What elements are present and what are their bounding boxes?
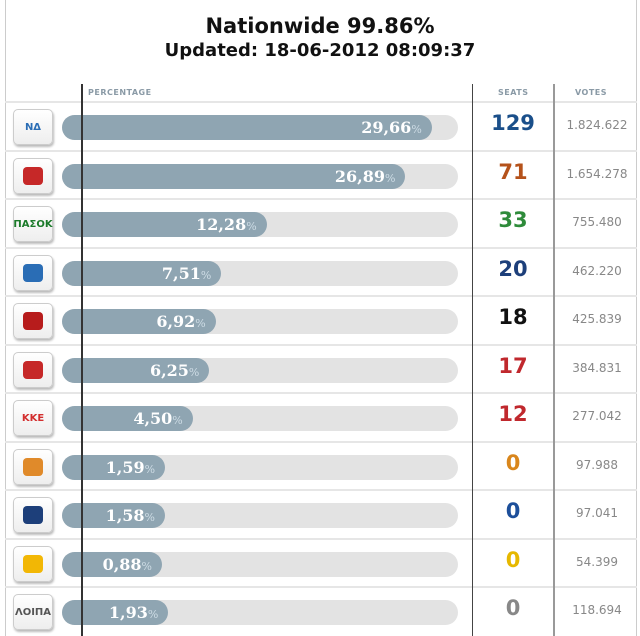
percent-sign: % bbox=[144, 511, 155, 524]
divider bbox=[472, 84, 473, 636]
percentage-bar: 6,25% bbox=[62, 357, 210, 383]
party-logo-icon bbox=[13, 157, 53, 194]
seats-value: 20 bbox=[498, 256, 528, 281]
party-row: ΛΟΙΠΑ 1,93% 0 118.694 bbox=[5, 586, 637, 636]
percentage-bar: 1,58% bbox=[62, 503, 165, 528]
updated-timestamp: Updated: 18-06-2012 08:09:37 bbox=[164, 40, 476, 61]
party-row: 26,89% 71 1.654.278 bbox=[5, 149, 637, 200]
party-row: 1,59% 0 97.988 bbox=[5, 440, 637, 491]
percentage-bar: 1,59% bbox=[62, 454, 166, 480]
bar-label: 26,89 bbox=[334, 166, 385, 186]
votes-value: 1.654.278 bbox=[566, 166, 628, 181]
percent-sign: % bbox=[246, 220, 257, 233]
party-symbol-icon bbox=[23, 263, 43, 282]
logo-text: ΚΚΕ bbox=[21, 412, 45, 424]
votes-value: 755.480 bbox=[572, 215, 622, 229]
votes-value: 384.831 bbox=[572, 360, 622, 375]
bar-label: 0,88 bbox=[102, 554, 142, 574]
seats-value: 18 bbox=[498, 305, 528, 329]
bar-label: 6,25 bbox=[149, 360, 189, 380]
party-symbol-icon bbox=[23, 166, 43, 185]
seats-value: 129 bbox=[491, 111, 535, 135]
party-row: ΝΔ 29,66% 129 1.824.622 bbox=[5, 101, 637, 151]
percentage-bar: 12,28% bbox=[62, 212, 267, 237]
votes-value: 97.988 bbox=[576, 457, 618, 472]
party-row: ΠΑΣΟΚ 12,28% 33 755.480 bbox=[5, 198, 637, 248]
frame-left bbox=[5, 0, 6, 636]
party-logo-icon: ΛΟΙΠΑ bbox=[13, 594, 53, 630]
divider bbox=[81, 84, 83, 636]
party-logo-icon: ΠΑΣΟΚ bbox=[13, 206, 53, 242]
party-row: 0,88% 0 54.399 bbox=[5, 537, 637, 588]
percentage-header: PERCENTAGE bbox=[88, 88, 152, 97]
percentage-bar: 6,92% bbox=[62, 309, 216, 334]
seats-value: 17 bbox=[498, 353, 528, 378]
party-row: 7,51% 20 462.220 bbox=[5, 246, 637, 297]
bar-label: 12,28 bbox=[196, 215, 247, 234]
logo-text: ΛΟΙΠΑ bbox=[14, 606, 52, 618]
percentage-bar: 29,66% bbox=[62, 115, 432, 140]
votes-value: 462.220 bbox=[572, 263, 622, 278]
seats-value: 0 bbox=[505, 499, 521, 523]
percent-sign: % bbox=[172, 414, 183, 427]
seats-value: 0 bbox=[505, 596, 521, 620]
bar-label: 1,58 bbox=[105, 506, 145, 525]
votes-value: 1.824.622 bbox=[566, 118, 628, 132]
percent-sign: % bbox=[147, 608, 159, 621]
bar-label: 1,93 bbox=[108, 603, 148, 622]
seats-value: 71 bbox=[498, 159, 528, 184]
seats-value: 0 bbox=[505, 547, 521, 572]
bar-label: 1,59 bbox=[105, 457, 145, 477]
party-symbol-icon bbox=[23, 506, 43, 524]
votes-value: 425.839 bbox=[572, 312, 622, 326]
party-logo-icon: ΚΚΕ bbox=[13, 400, 53, 436]
party-logo-icon bbox=[13, 497, 53, 533]
percent-sign: % bbox=[188, 365, 200, 379]
party-logo-icon: ΝΔ bbox=[13, 109, 53, 145]
party-row: 6,25% 17 384.831 bbox=[5, 343, 637, 394]
party-row: ΚΚΕ 4,50% 12 277.042 bbox=[5, 392, 637, 442]
votes-value: 54.399 bbox=[576, 554, 618, 569]
party-symbol-icon bbox=[23, 312, 43, 330]
percent-sign: % bbox=[195, 317, 206, 330]
percentage-bar: 1,93% bbox=[62, 600, 169, 625]
party-logo-icon bbox=[13, 545, 53, 582]
percentage-bar: 26,89% bbox=[62, 163, 406, 189]
percentage-bar: 4,50% bbox=[62, 406, 193, 431]
votes-header: VOTES bbox=[575, 88, 608, 97]
votes-value: 118.694 bbox=[572, 603, 622, 617]
percent-sign: % bbox=[411, 123, 422, 136]
party-row: 1,58% 0 97.041 bbox=[5, 489, 637, 539]
divider bbox=[553, 84, 555, 636]
percent-sign: % bbox=[385, 171, 396, 185]
percentage-bar: 0,88% bbox=[62, 551, 162, 577]
bar-label: 7,51 bbox=[161, 263, 201, 283]
bar-label: 29,66 bbox=[361, 118, 412, 137]
percent-sign: % bbox=[141, 559, 152, 573]
seats-value: 0 bbox=[505, 450, 521, 475]
bar-label: 4,50 bbox=[133, 409, 173, 428]
bar-label: 6,92 bbox=[156, 312, 196, 331]
votes-value: 277.042 bbox=[572, 409, 622, 423]
percent-sign: % bbox=[144, 462, 156, 476]
party-row: 6,92% 18 425.839 bbox=[5, 295, 637, 345]
percent-sign: % bbox=[200, 268, 212, 282]
party-symbol-icon bbox=[23, 360, 43, 379]
seats-value: 12 bbox=[498, 402, 528, 426]
party-symbol-icon bbox=[23, 457, 43, 476]
logo-text: ΝΔ bbox=[24, 121, 42, 133]
party-logo-icon bbox=[13, 448, 53, 485]
votes-value: 97.041 bbox=[576, 506, 618, 520]
logo-text: ΠΑΣΟΚ bbox=[13, 218, 53, 230]
seats-value: 33 bbox=[498, 208, 528, 232]
party-symbol-icon bbox=[23, 554, 43, 573]
percentage-bar: 7,51% bbox=[62, 260, 222, 286]
party-logo-icon bbox=[13, 303, 53, 339]
seats-header: SEATS bbox=[498, 88, 529, 97]
party-logo-icon bbox=[13, 351, 53, 388]
party-logo-icon bbox=[13, 254, 53, 291]
frame-right bbox=[636, 0, 637, 636]
page-title: Nationwide 99.86% bbox=[205, 14, 435, 38]
